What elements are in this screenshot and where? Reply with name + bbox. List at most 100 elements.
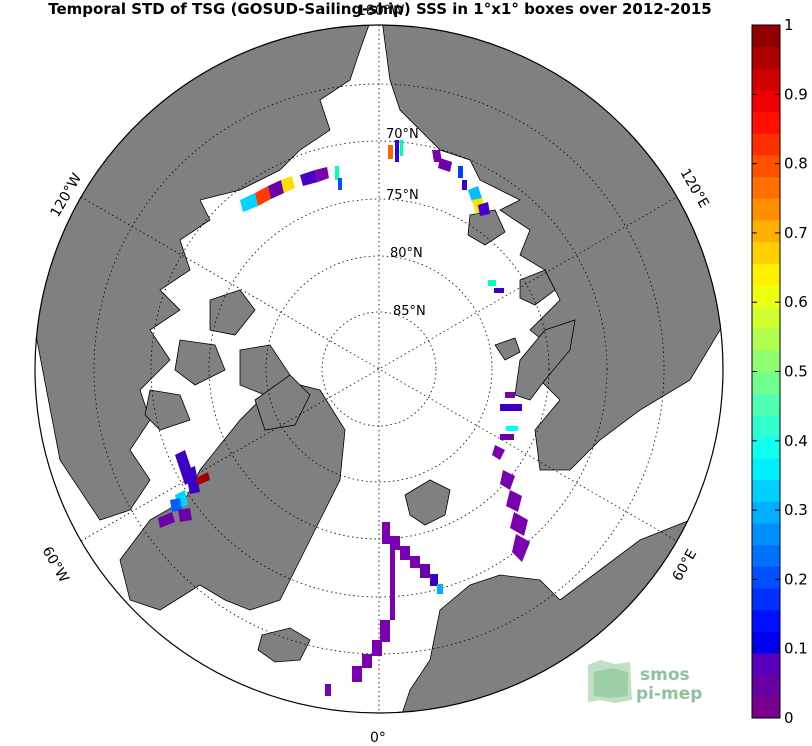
std-box	[390, 550, 395, 620]
colorbar-band	[752, 566, 780, 589]
std-box	[462, 180, 467, 190]
std-box	[410, 556, 420, 568]
colorbar-ticks: 0 0.1 0.2 0.3 0.4 0.5 0.6 0.7 0.8 0.9 1	[752, 16, 808, 727]
std-box	[382, 522, 390, 544]
std-box	[315, 167, 329, 182]
land-archipelago-4	[144, 389, 191, 431]
std-box	[255, 186, 271, 206]
map-boundary	[34, 24, 724, 714]
std-box	[300, 170, 318, 186]
logo-line2: pi-mep	[636, 684, 702, 704]
colorbar-band	[752, 458, 780, 481]
std-box	[506, 490, 522, 512]
colorbar-band	[752, 631, 780, 654]
colorbar-band	[752, 154, 780, 178]
std-box	[240, 193, 258, 212]
land-greenland	[119, 379, 346, 611]
land-new-siberian	[467, 209, 506, 246]
std-box	[494, 288, 504, 293]
std-box	[420, 564, 430, 578]
colorbar-band	[752, 176, 780, 199]
colorbar-tick-label: 0.6	[784, 293, 808, 311]
std-box	[500, 470, 515, 490]
colorbar-band	[752, 436, 780, 459]
colorbar-band	[752, 501, 780, 524]
colorbar-band	[752, 609, 780, 632]
lon-label-180w: 180°W	[357, 3, 405, 19]
colorbar-tick-label: 0.3	[784, 501, 808, 519]
std-box	[500, 434, 514, 440]
lat-label-70: 70°N	[386, 127, 419, 142]
colorbar-band	[752, 523, 780, 546]
colorbar-band	[752, 68, 780, 91]
std-box	[281, 176, 295, 193]
std-box	[338, 178, 342, 190]
colorbar-tick-label: 0.4	[784, 432, 808, 450]
colorbar-band	[752, 111, 780, 134]
std-box	[492, 445, 505, 460]
std-box	[388, 145, 393, 159]
std-box	[510, 512, 528, 536]
std-box	[352, 666, 362, 682]
std-box	[335, 166, 339, 180]
land-iceland	[257, 627, 311, 663]
std-box	[430, 574, 438, 586]
std-box	[478, 202, 490, 216]
colorbar	[752, 25, 780, 719]
colorbar-tick-label: 0.5	[784, 363, 808, 381]
colorbar-band	[752, 263, 780, 286]
std-box	[158, 512, 175, 528]
std-box	[196, 472, 210, 485]
std-box	[185, 466, 200, 494]
land-archipelago-1	[209, 289, 256, 336]
std-box	[400, 140, 403, 156]
colorbar-band	[752, 479, 780, 502]
std-box	[362, 654, 372, 668]
colorbar-band	[752, 674, 780, 697]
colorbar-tick-label: 0.8	[784, 155, 808, 173]
std-box	[432, 150, 442, 162]
std-boxes	[158, 140, 530, 696]
colorbar-band	[752, 306, 780, 329]
logo-line1: smos	[640, 665, 690, 685]
std-box	[170, 498, 182, 512]
colorbar-band	[752, 414, 780, 437]
colorbar-band	[752, 349, 780, 372]
colorbar-band	[752, 25, 780, 48]
std-box	[458, 166, 463, 178]
std-box	[488, 280, 496, 286]
colorbar-band	[752, 653, 780, 676]
land-severnaya-zemlya	[519, 269, 556, 306]
lat-label-80: 80°N	[390, 246, 423, 261]
lon-label-60w: 60°W	[39, 544, 72, 586]
colorbar-band	[752, 328, 780, 351]
std-box	[268, 180, 284, 199]
std-box	[438, 158, 452, 172]
std-box	[468, 186, 482, 202]
land-franz-josef	[494, 337, 521, 361]
colorbar-band	[752, 133, 780, 156]
std-box	[437, 584, 443, 594]
colorbar-band	[752, 219, 780, 243]
colorbar-tick-label: 0.1	[784, 640, 808, 658]
std-box	[380, 620, 390, 642]
colorbar-band	[752, 696, 780, 719]
lon-label-60e: 60°E	[670, 547, 701, 584]
lat-label-75: 75°N	[386, 188, 419, 203]
colorbar-band	[752, 588, 780, 611]
colorbar-band	[752, 46, 780, 69]
colorbar-band	[752, 393, 780, 416]
smos-pimep-logo: smos pi-mep	[588, 660, 702, 704]
std-box	[390, 536, 400, 550]
colorbar-band	[752, 284, 780, 308]
lon-label-0: 0°	[370, 730, 386, 746]
std-box	[372, 640, 382, 656]
lat-label-85: 85°N	[393, 304, 426, 319]
std-box	[325, 684, 331, 696]
colorbar-band	[752, 241, 780, 264]
std-box	[178, 508, 192, 522]
colorbar-band	[752, 544, 780, 567]
std-box	[512, 534, 530, 562]
colorbar-band	[752, 89, 780, 113]
